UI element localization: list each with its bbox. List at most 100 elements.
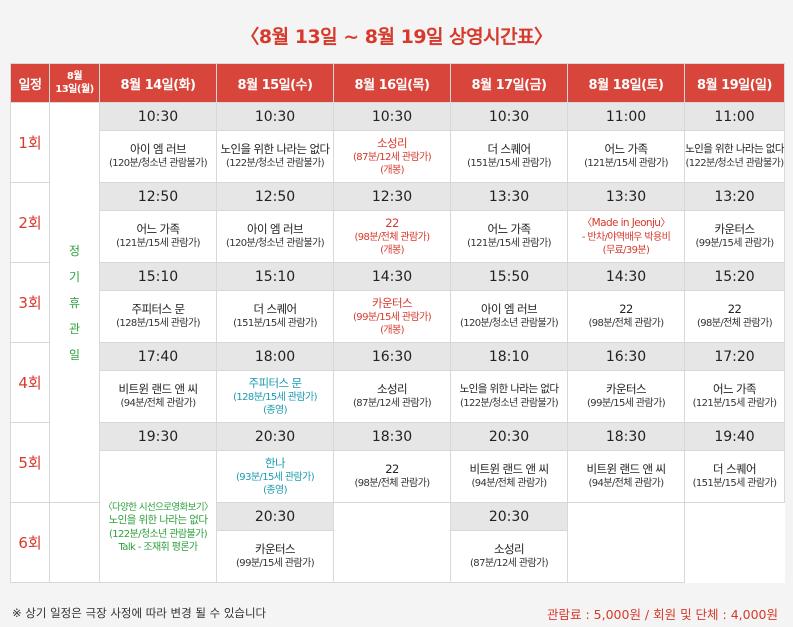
movie-title: 비트윈 랜드 앤 씨	[118, 382, 198, 396]
movie-detail: (99분/15세 관람가)	[587, 398, 666, 409]
movie-title: 22	[619, 302, 633, 316]
movie-detail: (120분/청소년 관람불가)	[459, 318, 559, 329]
movie-cell: 아이 엠 러브 (120분/청소년 관람불가)	[450, 290, 568, 343]
movie-title: 한나	[265, 455, 286, 470]
showtime: 15:20	[684, 262, 785, 291]
page-title: 〈8월 13일 ~ 8월 19일 상영시간표〉	[240, 26, 553, 48]
closed-day-cell: 정 기 휴 관 일	[49, 102, 100, 503]
movie-cell: 비트윈 랜드 앤 씨 (94분/전체 관람가)	[567, 450, 685, 503]
movie-title: 노인을 위한 나라는 없다	[108, 514, 208, 526]
movie-cell: 소성리 (87분/12세 관람가) (개봉)	[333, 130, 451, 183]
movie-detail: - 반차/야역배우 박용비	[581, 231, 671, 243]
movie-title: 주피터스 문	[248, 375, 303, 390]
empty-cell	[567, 502, 685, 583]
showtime: 20:30	[216, 502, 334, 531]
movie-detail: (98분/전체 관람가)	[354, 478, 430, 489]
movie-title: 카운터스	[255, 542, 296, 556]
showtime: 13:30	[450, 182, 568, 211]
movie-cell: 비트윈 랜드 앤 씨 (94분/전체 관람가)	[450, 450, 568, 503]
movie-cell: 소성리 (87분/12세 관람가)	[450, 530, 568, 583]
header-day-6: 8월 19일(일)	[684, 63, 785, 103]
movie-cell: 더 스퀘어 (151분/15세 관람가)	[216, 290, 334, 343]
movie-cell: 더 스퀘어 (151분/15세 관람가)	[450, 130, 568, 183]
movie-detail: (122분/청소년 관람불가)	[108, 529, 208, 540]
movie-title: 어느 가족	[604, 142, 649, 156]
round-label: 1회	[10, 102, 50, 183]
header-day-3: 8월 16일(목)	[333, 63, 451, 103]
round-label: 6회	[10, 502, 50, 583]
movie-cell: 22 (98분/전체 관람가) (개봉)	[333, 210, 451, 263]
movie-title: 아이 엠 러브	[480, 302, 538, 316]
movie-status: (종영)	[263, 484, 287, 496]
showtime: 12:50	[99, 182, 217, 211]
movie-cell: 22 (98분/전체 관람가)	[684, 290, 785, 343]
movie-detail: (122분/청소년 관람불가)	[225, 158, 325, 169]
showtime: 18:10	[450, 342, 568, 371]
movie-cell: 주피터스 문 (128분/15세 관람가)	[99, 290, 217, 343]
movie-detail: (120분/청소년 관람불가)	[108, 158, 208, 169]
showtime: 10:30	[333, 102, 451, 131]
movie-cell: 노인을 위한 나라는 없다 (122분/청소년 관람불가)	[450, 370, 568, 423]
movie-detail: (87분/12세 관람가)	[353, 398, 432, 409]
header-day-5: 8월 18일(토)	[567, 63, 685, 103]
header-closed-day: 8월 13일(월)	[49, 63, 100, 103]
movie-cell: 한나 (93분/15세 관람가) (종영)	[216, 450, 334, 503]
movie-cell: 아이 엠 러브 (120분/청소년 관람불가)	[216, 210, 334, 263]
showtime: 15:10	[99, 262, 217, 291]
movie-title: 소성리	[377, 382, 408, 396]
header-day-4: 8월 17일(금)	[450, 63, 568, 103]
movie-title: 더 스퀘어	[713, 462, 757, 476]
round-label: 4회	[10, 342, 50, 423]
movie-cell: 노인을 위한 나라는 없다 (122분/청소년 관람불가)	[216, 130, 334, 183]
movie-status: (개봉)	[380, 244, 404, 256]
movie-cell: 비트윈 랜드 앤 씨 (94분/전체 관람가)	[99, 370, 217, 423]
movie-cell: 더 스퀘어 (151분/15세 관람가)	[684, 450, 785, 503]
schedule-change-note: ※ 상기 일정은 극장 사정에 따라 변경 될 수 있습니다	[12, 606, 267, 620]
movie-detail: (151분/15세 관람가)	[233, 318, 317, 329]
showtime: 17:20	[684, 342, 785, 371]
movie-detail: (120분/청소년 관람불가)	[225, 238, 325, 249]
movie-cell: 아이 엠 러브 (120분/청소년 관람불가)	[99, 130, 217, 183]
showtime: 17:40	[99, 342, 217, 371]
closed-day-text: 정 기 휴 관 일	[68, 243, 81, 362]
movie-detail: (93분/15세 관람가)	[236, 471, 315, 483]
showtime: 14:30	[567, 262, 685, 291]
showtime: 18:30	[567, 422, 685, 451]
movie-title: 노인을 위한 나라는 없다	[685, 143, 784, 155]
showtime: 13:30	[567, 182, 685, 211]
movie-cell: 카운터스 (99분/15세 관람가) (개봉)	[333, 290, 451, 343]
showtime: 15:50	[450, 262, 568, 291]
showtime: 13:20	[684, 182, 785, 211]
round-label: 5회	[10, 422, 50, 503]
movie-detail: (122분/청소년 관람불가)	[685, 158, 784, 169]
movie-detail: (151분/15세 관람가)	[467, 158, 551, 169]
movie-detail: (98분/전체 관람가)	[354, 231, 430, 243]
special-event-cell: 〈다양한 시선으로영화보기〉 노인을 위한 나라는 없다 (122분/청소년 관…	[99, 450, 217, 583]
showtime: 12:50	[216, 182, 334, 211]
special-event-talk: Talk - 조재휘 평론가	[118, 542, 198, 553]
movie-cell: 어느 가족 (121분/15세 관람가)	[684, 370, 785, 423]
movie-status: (종영)	[263, 404, 287, 416]
round-label: 3회	[10, 262, 50, 343]
empty-cell	[49, 502, 100, 583]
movie-detail: (128분/15세 관람가)	[116, 318, 200, 329]
showtime: 11:00	[567, 102, 685, 131]
movie-title: 22	[385, 215, 399, 230]
movie-detail: (128분/15세 관람가)	[233, 391, 317, 403]
movie-title: 아이 엠 러브	[246, 222, 304, 236]
showtime: 14:30	[333, 262, 451, 291]
movie-cell: 주피터스 문 (128분/15세 관람가) (종영)	[216, 370, 334, 423]
movie-detail: (121분/15세 관람가)	[584, 158, 668, 169]
movie-cell: 소성리 (87분/12세 관람가)	[333, 370, 451, 423]
movie-title: 어느 가족	[487, 222, 532, 236]
special-event-series: 〈다양한 시선으로영화보기〉	[103, 502, 213, 513]
showtime: 16:30	[567, 342, 685, 371]
movie-cell: 카운터스 (99분/15세 관람가)	[684, 210, 785, 263]
movie-detail: (99분/15세 관람가)	[353, 311, 432, 323]
movie-cell: 22 (98분/전체 관람가)	[567, 290, 685, 343]
movie-detail: (98분/전체 관람가)	[588, 318, 664, 329]
movie-detail: (94분/전체 관람가)	[471, 478, 547, 489]
movie-detail: (99분/15세 관람가)	[236, 558, 315, 569]
movie-title: 노인을 위한 나라는 없다	[220, 142, 331, 156]
showtime: 18:00	[216, 342, 334, 371]
